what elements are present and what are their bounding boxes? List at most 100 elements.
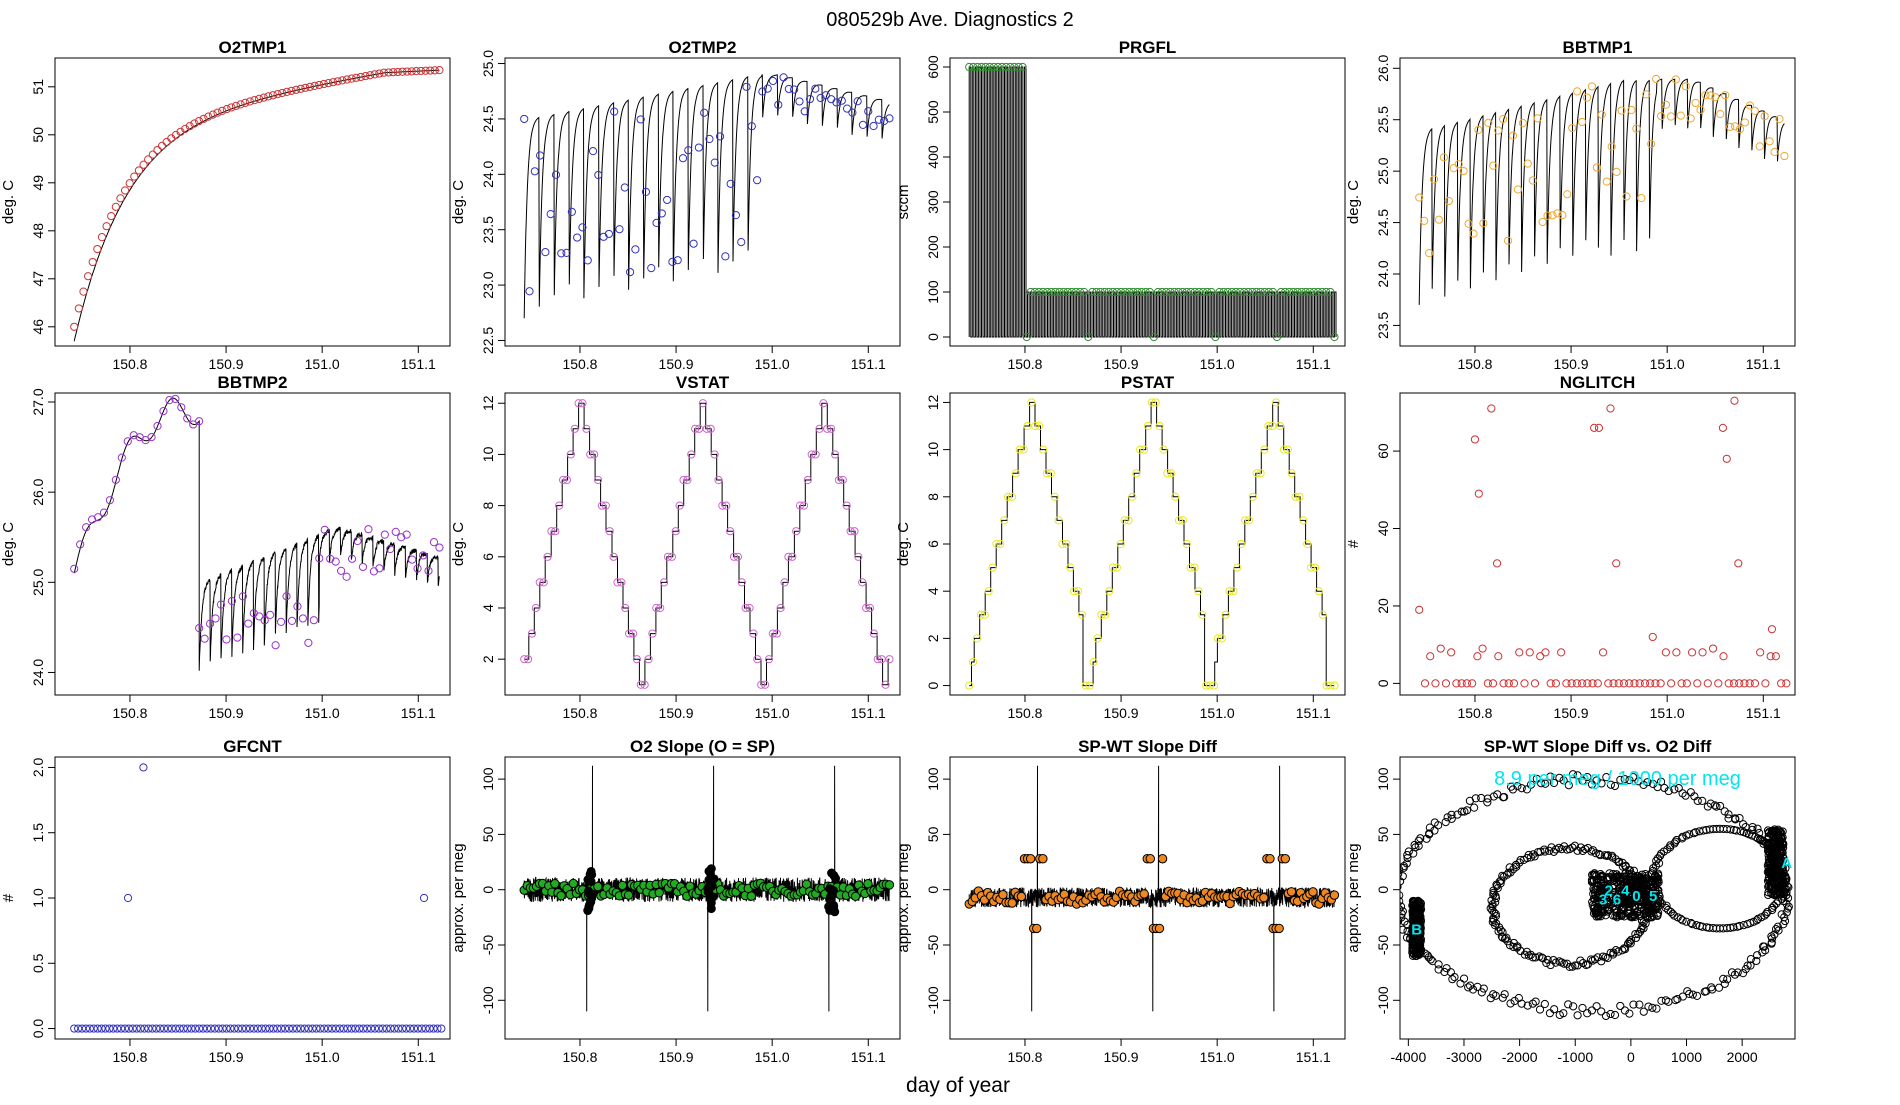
y-tick-label: -100 [1375, 986, 1391, 1014]
data-point [780, 578, 789, 587]
data-point [1634, 777, 1643, 786]
data-point [250, 96, 259, 105]
data-point [386, 544, 395, 554]
data-point [1536, 652, 1545, 661]
data-point [1613, 872, 1623, 881]
data-point [1571, 961, 1580, 970]
data-point [1625, 937, 1635, 946]
data-point [823, 424, 832, 433]
data-point [1487, 404, 1496, 413]
data-point [1739, 820, 1748, 829]
data-point [694, 143, 703, 152]
data-point [1400, 909, 1406, 918]
x-tick-label: 150.8 [112, 1049, 147, 1065]
y-tick-label: 100 [925, 767, 941, 791]
y-tick-label: 46 [30, 319, 46, 335]
data-point [421, 1024, 430, 1033]
plot-area [1415, 396, 1791, 688]
data-point [1618, 858, 1627, 867]
panel-gfcnt: GFCNT #150.8 150.9 151.0 151.1 0.0 0.5 1.0 1.5 2.… [0, 737, 451, 1065]
data-point [1447, 648, 1456, 657]
data-point [1773, 922, 1782, 931]
data-point [1703, 802, 1712, 811]
data-point [525, 287, 534, 296]
y-tick-label: 26.0 [30, 478, 46, 505]
data-point [1546, 679, 1555, 688]
data-point [1691, 98, 1700, 108]
data-point [586, 450, 595, 459]
data-point [187, 1024, 196, 1033]
y-tick-label: 50 [1375, 826, 1391, 842]
data-point [1772, 884, 1781, 893]
data-point [1470, 803, 1479, 812]
data-point [1070, 587, 1079, 596]
data-point [159, 407, 168, 416]
data-point [1240, 287, 1249, 297]
x-tick-label: 151.0 [305, 1049, 340, 1065]
data-point [1431, 679, 1440, 688]
data-point [1594, 423, 1604, 432]
x-tick-label: 151.1 [1296, 356, 1331, 372]
data-point [1600, 851, 1609, 860]
data-point [1685, 989, 1694, 998]
data-point [1281, 287, 1290, 297]
data-point [1740, 118, 1750, 127]
series-line [524, 402, 890, 686]
data-point [654, 888, 664, 898]
data-point [1562, 679, 1571, 688]
data-point [1313, 287, 1323, 297]
panel-title: O2TMP2 [668, 38, 736, 57]
point-label: B [1411, 921, 1422, 938]
data-point [1080, 287, 1089, 297]
data-point [1756, 648, 1765, 657]
data-point [266, 610, 275, 619]
data-point [1459, 166, 1468, 176]
x-tick-label: 151.1 [401, 356, 436, 372]
data-point [288, 1024, 298, 1033]
data-point [355, 1024, 364, 1033]
data-point [1303, 539, 1312, 549]
data-point [1167, 469, 1176, 478]
y-tick-label: -50 [480, 935, 496, 955]
panel-title: SP-WT Slope Diff vs. O2 Diff [1484, 737, 1712, 756]
data-point [70, 1024, 79, 1033]
data-point [227, 596, 237, 606]
data-point [1550, 1005, 1559, 1014]
data-point [1538, 217, 1547, 227]
data-point [1733, 968, 1742, 977]
data-point [1136, 445, 1145, 454]
x-tick-label: 151.1 [851, 705, 886, 721]
data-point [222, 104, 231, 114]
data-point [601, 501, 610, 510]
panel-title: SP-WT Slope Diff [1078, 737, 1217, 756]
data-point [1085, 681, 1094, 690]
data-point [737, 238, 746, 247]
data-point [338, 76, 347, 85]
data-point [1018, 62, 1027, 72]
data-point [1689, 829, 1699, 838]
data-point [1553, 209, 1562, 218]
data-point [1692, 991, 1702, 1001]
data-point [380, 530, 389, 539]
data-point [1720, 979, 1729, 988]
data-point [1219, 287, 1228, 297]
x-tick-label: 2000 [1727, 1049, 1758, 1065]
data-point [190, 119, 199, 128]
data-point [195, 417, 204, 426]
data-point [210, 1024, 219, 1033]
data-point [799, 501, 809, 510]
data-point [1545, 846, 1554, 855]
data-point [1769, 862, 1778, 871]
data-point [641, 187, 651, 197]
series-line [523, 74, 890, 319]
data-point [807, 450, 816, 459]
data-point [996, 539, 1005, 549]
data-point [353, 536, 362, 546]
data-point [628, 629, 638, 638]
data-point [351, 1024, 360, 1033]
data-point [1616, 775, 1625, 784]
data-point [1653, 854, 1663, 863]
data-point [1607, 142, 1616, 151]
data-point [621, 603, 630, 613]
data-point [527, 629, 537, 638]
